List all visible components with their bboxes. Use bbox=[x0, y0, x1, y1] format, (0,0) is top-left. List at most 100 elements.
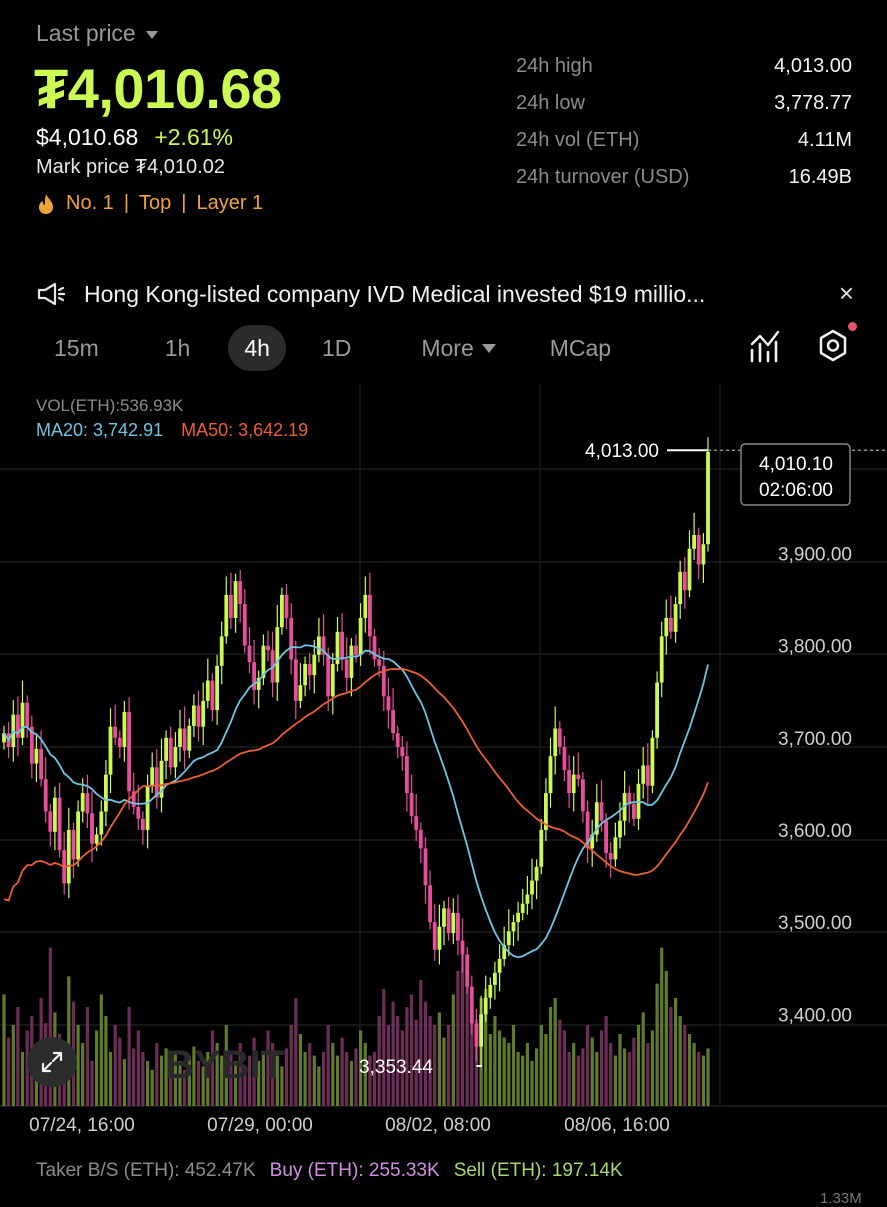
volume-bar bbox=[289, 1025, 293, 1106]
volume-bar bbox=[354, 1048, 358, 1106]
bybit-watermark: BYBIT bbox=[165, 1043, 285, 1087]
expand-icon bbox=[41, 1051, 63, 1073]
low-marker-label: 3,353.44 bbox=[359, 1057, 433, 1078]
volume-bar bbox=[312, 1055, 316, 1106]
tag-layer[interactable]: Layer 1 bbox=[196, 192, 264, 214]
last-price-dropdown[interactable]: Last price bbox=[36, 20, 158, 47]
candle-body bbox=[85, 793, 90, 814]
volume-bar bbox=[433, 1025, 437, 1106]
interval-tabs: 15m 1h 4h 1D More MCap bbox=[36, 324, 636, 372]
candle-body bbox=[418, 829, 423, 849]
candle-body bbox=[335, 631, 340, 665]
volume-bar bbox=[586, 1025, 590, 1106]
tab-mcap[interactable]: MCap bbox=[549, 335, 612, 361]
volume-bar bbox=[493, 1016, 497, 1106]
tag-top[interactable]: Top bbox=[139, 192, 172, 214]
volume-bar bbox=[215, 1043, 219, 1106]
tag-rank[interactable]: No. 1 bbox=[66, 192, 114, 214]
high-marker-label: 4,013.00 bbox=[585, 441, 659, 462]
indicators-icon[interactable] bbox=[748, 328, 782, 364]
usd-price-row: $4,010.68 +2.61% bbox=[36, 124, 233, 151]
volume-bar bbox=[692, 1043, 696, 1106]
volume-bar bbox=[410, 994, 414, 1106]
candle-body bbox=[539, 829, 544, 867]
volume-bar bbox=[423, 1001, 428, 1106]
candle-body bbox=[446, 908, 451, 934]
volume-bar bbox=[368, 1055, 372, 1106]
volume-bar bbox=[613, 1055, 617, 1106]
y-tick-label: 3,600.00 bbox=[778, 821, 852, 842]
volume-bar bbox=[669, 1007, 673, 1106]
candle-body bbox=[187, 725, 192, 751]
candle-body bbox=[696, 535, 701, 565]
volume-bar bbox=[67, 976, 71, 1106]
volume-bar bbox=[81, 1043, 85, 1106]
candle-body bbox=[682, 571, 687, 591]
stat-row: 24h high 4,013.00 bbox=[516, 52, 852, 89]
fullscreen-button[interactable] bbox=[27, 1037, 77, 1087]
volume-bar bbox=[335, 1055, 340, 1106]
stat-row: 24h turnover (USD) 16.49B bbox=[516, 163, 852, 200]
volume-bar bbox=[210, 1030, 214, 1106]
ma50-readout: MA50: 3,642.19 bbox=[181, 420, 309, 440]
volume-bar bbox=[159, 1055, 164, 1106]
candle-body bbox=[641, 765, 646, 784]
volume-bar bbox=[349, 1061, 353, 1106]
tag-separator: | bbox=[181, 192, 187, 214]
stat-value: 4,013.00 bbox=[774, 55, 852, 77]
candle-body bbox=[238, 581, 243, 605]
candle-body bbox=[173, 747, 178, 768]
candle-body bbox=[242, 604, 247, 646]
taker-sell: Sell (ETH): 197.14K bbox=[453, 1160, 623, 1181]
candle-body bbox=[669, 617, 673, 632]
volume-bar bbox=[317, 1066, 321, 1106]
news-banner[interactable]: Hong Kong-listed company IVD Medical inv… bbox=[36, 276, 866, 312]
volume-bar bbox=[581, 1048, 585, 1106]
volume-bar bbox=[456, 971, 460, 1106]
candle-body bbox=[29, 726, 34, 764]
candle-body bbox=[261, 645, 266, 678]
candle-body bbox=[159, 760, 164, 798]
candle-body bbox=[372, 636, 377, 660]
volume-bar bbox=[118, 1037, 122, 1106]
candle-body bbox=[608, 853, 613, 860]
news-text[interactable]: Hong Kong-listed company IVD Medical inv… bbox=[84, 280, 706, 307]
tab-15m[interactable]: 15m bbox=[54, 335, 99, 361]
candle-body bbox=[604, 820, 608, 853]
volume-bar bbox=[539, 1025, 543, 1106]
settings-hex-icon[interactable] bbox=[816, 328, 850, 364]
price-chart[interactable]: BYBIT 4,000.003,900.003,800.003,700.003,… bbox=[0, 384, 887, 1144]
x-tick-label: 08/02, 08:00 bbox=[385, 1115, 491, 1136]
y-tick-label: 3,700.00 bbox=[778, 729, 852, 750]
volume-bar bbox=[428, 1016, 432, 1106]
close-icon[interactable]: × bbox=[838, 278, 854, 308]
tab-4h[interactable]: 4h bbox=[228, 325, 286, 371]
stat-value: 3,778.77 bbox=[774, 92, 852, 114]
volume-bar bbox=[544, 1034, 548, 1106]
candle-body bbox=[599, 802, 604, 821]
volume-bar bbox=[623, 1048, 627, 1106]
candle-body bbox=[530, 880, 534, 895]
volume-bar bbox=[99, 994, 103, 1106]
candle-body bbox=[210, 680, 215, 711]
tab-1d[interactable]: 1D bbox=[321, 335, 352, 361]
tag-row: No. 1 | Top | Layer 1 bbox=[36, 192, 263, 215]
candle-body bbox=[687, 548, 692, 591]
candle-body bbox=[321, 636, 326, 655]
candle-body bbox=[613, 837, 618, 860]
tab-more[interactable]: More bbox=[405, 325, 511, 371]
candle-body bbox=[289, 617, 294, 660]
taker-footer: Taker B/S (ETH): 452.47K Buy (ETH): 255.… bbox=[36, 1160, 623, 1182]
volume-bar bbox=[294, 998, 298, 1106]
volume-bar bbox=[238, 1043, 242, 1106]
tab-1h[interactable]: 1h bbox=[164, 335, 191, 361]
candle-body bbox=[516, 912, 520, 923]
candle-body bbox=[20, 702, 25, 738]
cursor-time: 02:06:00 bbox=[759, 480, 833, 501]
candle-body bbox=[469, 986, 474, 1024]
candle-body bbox=[196, 705, 201, 727]
y-tick-label: 3,400.00 bbox=[778, 1005, 852, 1026]
candle-body bbox=[655, 682, 659, 738]
candle-body bbox=[391, 710, 395, 734]
volume-bar bbox=[488, 1034, 492, 1106]
